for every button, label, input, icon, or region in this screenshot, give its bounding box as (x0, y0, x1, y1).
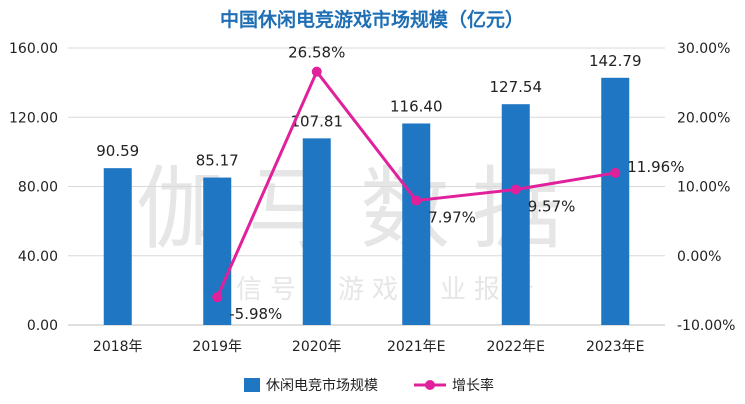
x-tick-label: 2022年E (487, 339, 545, 355)
bar (302, 138, 331, 325)
right-tick-label: 20.00% (677, 110, 730, 126)
x-tick-label: 2023年E (586, 339, 644, 355)
left-axis: 0.00 40.00 80.00 120.00 160.00 (9, 41, 58, 334)
bar (203, 177, 232, 325)
growth-point (510, 184, 521, 195)
left-tick-label: 120.00 (9, 110, 58, 126)
growth-point (610, 167, 621, 178)
bar-value-label: 107.81 (291, 112, 344, 130)
growth-value-label: 7.97% (428, 209, 476, 227)
growth-point (311, 66, 322, 77)
legend-label-bar: 休闲电竞市场规模 (266, 377, 378, 394)
grid (68, 47, 665, 326)
bar-value-label: 90.59 (96, 142, 139, 160)
right-tick-label: 30.00% (677, 41, 730, 57)
left-tick-label: 160.00 (9, 41, 58, 57)
left-tick-label: 40.00 (18, 249, 58, 265)
growth-value-label: 11.96% (627, 158, 684, 176)
x-tick-label: 2021年E (387, 339, 445, 355)
x-tick-label: 2019年 (192, 339, 242, 355)
growth-point (411, 195, 422, 206)
right-tick-label: 10.00% (677, 180, 730, 196)
x-axis: 2018年 2019年 2020年 2021年E 2022年E 2023年E (93, 339, 645, 355)
left-tick-label: 80.00 (18, 180, 58, 196)
bar-value-label: 85.17 (196, 152, 239, 170)
bar (601, 77, 630, 325)
bar (402, 123, 431, 325)
bar-value-label: 127.54 (490, 78, 543, 96)
legend-swatch-bar (244, 378, 260, 392)
bar-value-label: 116.40 (390, 97, 443, 115)
growth-value-label: 26.58% (288, 44, 345, 62)
watermark-sub: 微信号：游戏产业报告 (202, 275, 542, 305)
bar (501, 104, 530, 325)
legend: 休闲电竞市场规模 增长率 (244, 377, 494, 394)
growth-value-label: -5.98% (229, 305, 282, 323)
right-tick-label: 0.00% (677, 249, 721, 265)
x-tick-label: 2018年 (93, 339, 143, 355)
growth-point (212, 292, 223, 303)
chart-title: 中国休闲电竞游戏市场规模（亿元） (220, 8, 524, 31)
x-tick-label: 2020年 (292, 339, 342, 355)
bar (103, 168, 132, 325)
bars (103, 77, 630, 325)
growth-line (212, 66, 621, 303)
right-axis: -10.00% 0.00% 10.00% 20.00% 30.00% (677, 41, 735, 334)
left-tick-label: 0.00 (27, 318, 58, 334)
legend-label-line: 增长率 (452, 377, 494, 394)
right-tick-label: -10.00% (677, 318, 735, 334)
growth-value-label: 9.57% (528, 197, 576, 215)
bar-value-label: 142.79 (589, 52, 642, 70)
legend-marker-line (425, 380, 435, 390)
bar-labels: 90.59 85.17 107.81 116.40 127.54 142.79 (96, 52, 641, 170)
growth-labels: -5.98% 26.58% 7.97% 9.57% 11.96% (229, 44, 684, 323)
